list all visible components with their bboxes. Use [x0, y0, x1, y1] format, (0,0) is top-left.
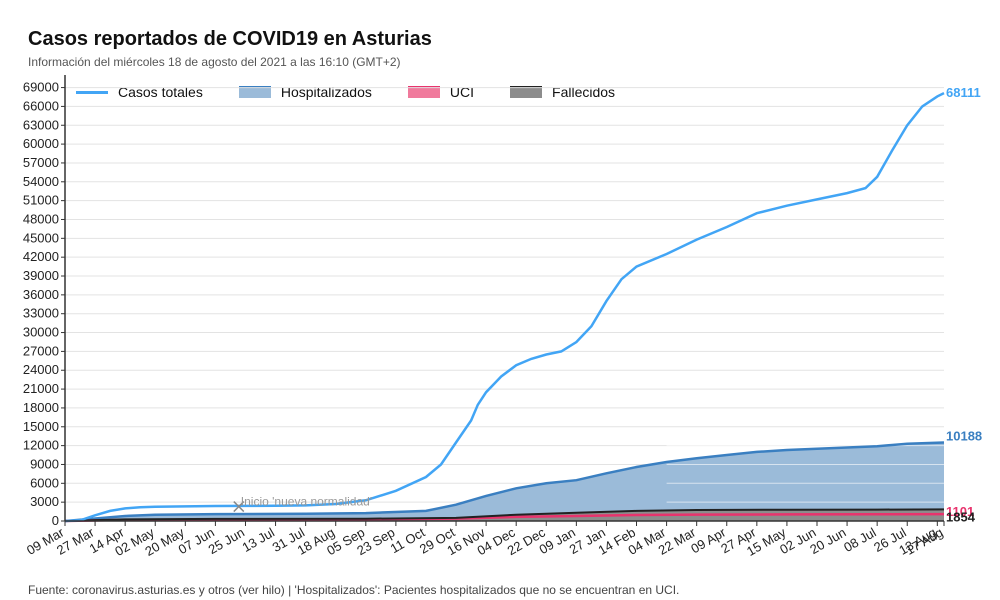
y-tick-label: 36000	[23, 287, 59, 302]
y-tick-label: 27000	[23, 343, 59, 358]
annotation-label: Inicio 'nueva normalidad'	[241, 495, 372, 509]
y-tick-label: 6000	[30, 475, 59, 490]
series-line-fallecidos	[64, 508, 945, 522]
chart-footer: Fuente: coronavirus.asturias.es y otros …	[28, 583, 680, 597]
y-tick-label: 63000	[23, 117, 59, 132]
y-tick-label: 21000	[23, 381, 59, 396]
y-tick-label: 30000	[23, 325, 59, 340]
y-tick-label: 12000	[23, 438, 59, 453]
y-tick-label: 60000	[23, 136, 59, 151]
y-tick-label: 9000	[30, 456, 59, 471]
y-tick-label: 39000	[23, 268, 59, 283]
legend-key-fallecidos	[510, 86, 543, 98]
end-label-uci: 1101	[946, 504, 974, 519]
y-tick-label: 45000	[23, 230, 59, 245]
label-layer: Inicio 'nueva normalidad' 68111 10188 11011…	[233, 85, 982, 524]
grid-layer	[65, 87, 944, 503]
series-line-casos-totales	[64, 91, 945, 523]
y-tick-label: 33000	[23, 306, 59, 321]
y-tick-label: 15000	[23, 419, 59, 434]
y-tick-label: 57000	[23, 155, 59, 170]
y-tick-label: 69000	[23, 80, 59, 95]
legend-key-hospitalizados	[238, 86, 271, 98]
annotation-marker	[233, 501, 245, 513]
end-label-fallecidos: 1854	[946, 509, 976, 524]
end-label-hospitalizados: 10188	[946, 428, 982, 443]
legend-key-casos	[76, 90, 108, 94]
y-tick-label: 3000	[30, 494, 59, 509]
y-tick-label: 54000	[23, 174, 59, 189]
series-area-hospitalizados	[65, 442, 944, 521]
legend-key-uci	[407, 86, 440, 98]
y-tick-label: 42000	[23, 249, 59, 264]
series-area-fallecidos	[65, 509, 944, 521]
y-tick-label: 51000	[23, 193, 59, 208]
y-tick-label: 48000	[23, 211, 59, 226]
y-tick-label: 0	[52, 513, 59, 528]
line-layer	[64, 91, 945, 523]
chart-title: Casos reportados de COVID19 en Asturias	[28, 28, 432, 50]
y-tick-label: 66000	[23, 98, 59, 113]
y-tick-label: 24000	[23, 362, 59, 377]
y-tick-label: 18000	[23, 400, 59, 415]
series-line-hospitalizados	[64, 441, 945, 523]
end-label-casos: 68111	[946, 85, 981, 100]
chart-subtitle: Información del miércoles 18 de agosto d…	[28, 55, 401, 69]
